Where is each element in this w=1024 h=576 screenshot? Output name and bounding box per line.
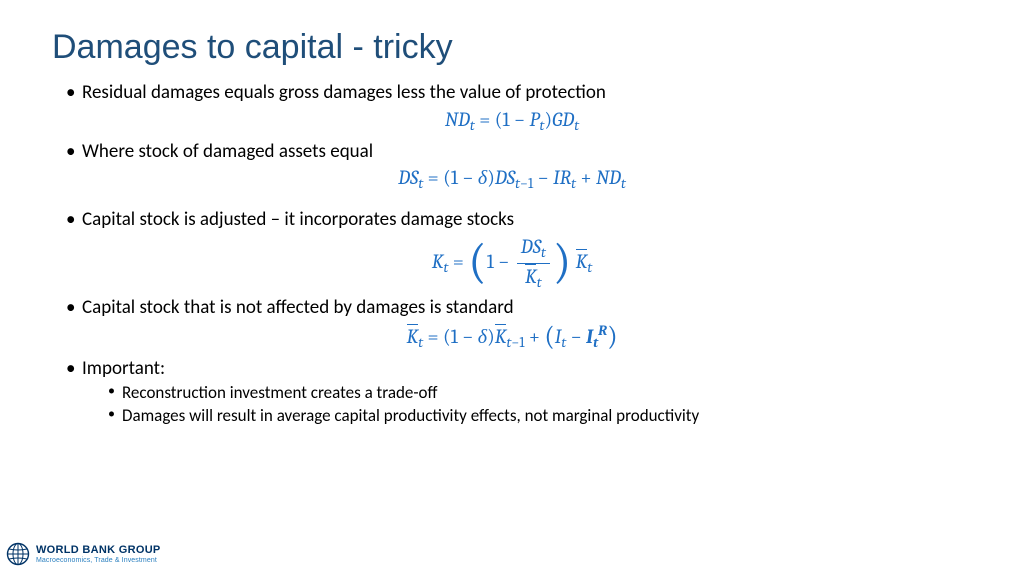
bullet-4: Capital stock that is not affected by da…: [66, 296, 972, 320]
bullet-list-2: Where stock of damaged assets equal: [52, 140, 972, 164]
slide-title: Damages to capital - tricky: [52, 28, 972, 67]
bullet-2-text: Where stock of damaged assets equal: [82, 140, 373, 163]
footer-logo: WORLD BANK GROUP Macroeconomics, Trade &…: [6, 542, 161, 566]
bullet-list-3: Capital stock is adjusted – it incorpora…: [52, 208, 972, 232]
equation-1: NDt = (1 − Pt)GDt: [52, 107, 972, 136]
logo-sub-text: Macroeconomics, Trade & Investment: [36, 557, 161, 564]
sub-bullet-1: Reconstruction investment creates a trad…: [108, 382, 972, 404]
sub-list: Reconstruction investment creates a trad…: [82, 382, 972, 426]
sub-bullet-2: Damages will result in average capital p…: [108, 405, 972, 427]
equation-4: Kt = (1 − δ)Kt−1 + (It − ItR): [52, 322, 972, 353]
bullet-2: Where stock of damaged assets equal: [66, 140, 972, 164]
bullet-1-text: Residual damages equals gross damages le…: [82, 81, 606, 104]
bullet-1: Residual damages equals gross damages le…: [66, 81, 972, 105]
bullet-3-text: Capital stock is adjusted – it incorpora…: [82, 208, 514, 231]
bullet-3: Capital stock is adjusted – it incorpora…: [66, 208, 972, 232]
globe-icon: [6, 542, 30, 566]
sub-bullet-2-text: Damages will result in average capital p…: [122, 405, 699, 426]
equation-3: Kt = (1 − DStKt) Kt: [52, 234, 972, 293]
bullet-list: Residual damages equals gross damages le…: [52, 81, 972, 105]
bullet-4-text: Capital stock that is not affected by da…: [82, 296, 514, 319]
bullet-list-5: Important: Reconstruction investment cre…: [52, 357, 972, 427]
bullet-5: Important: Reconstruction investment cre…: [66, 357, 972, 427]
equation-2: DSt = (1 − δ)DSt−1 − IRt + NDt: [52, 165, 972, 194]
bullet-5-text: Important:: [82, 357, 165, 380]
bullet-list-4: Capital stock that is not affected by da…: [52, 296, 972, 320]
sub-bullet-1-text: Reconstruction investment creates a trad…: [122, 382, 437, 403]
logo-main-text: WORLD BANK GROUP: [36, 545, 161, 556]
